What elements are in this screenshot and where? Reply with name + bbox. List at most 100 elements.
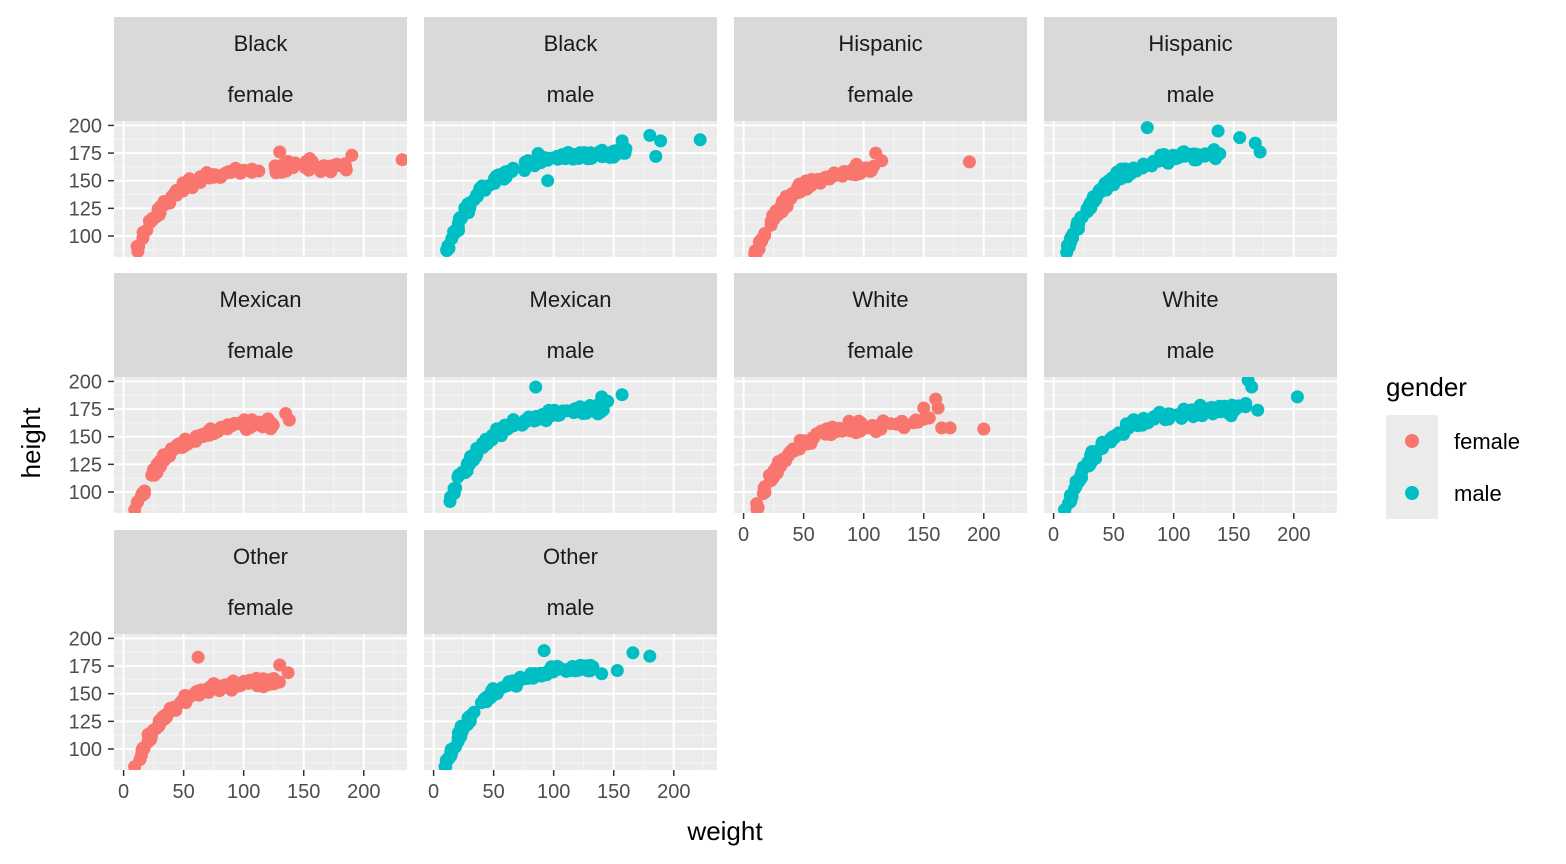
data-point — [1126, 418, 1140, 432]
data-point — [142, 214, 156, 228]
data-point — [339, 163, 353, 177]
panels-layer: Blackfemale100125150175200BlackmaleHispa… — [69, 17, 1337, 803]
points-other-male — [438, 644, 657, 770]
strip-label-race: Hispanic — [1148, 31, 1232, 56]
plot-background — [114, 634, 407, 770]
y-tick-label: 200 — [69, 115, 102, 137]
y-tick-label: 125 — [69, 454, 102, 476]
data-point — [507, 162, 520, 175]
data-point — [1290, 390, 1304, 404]
data-point — [1060, 245, 1074, 257]
data-point — [935, 421, 949, 435]
data-point — [865, 162, 879, 176]
data-point — [568, 664, 582, 678]
data-point — [1211, 124, 1225, 138]
data-point — [541, 174, 555, 188]
data-point — [303, 152, 317, 166]
x-tick-label: 0 — [118, 781, 129, 803]
y-tick-label: 175 — [69, 656, 102, 678]
data-point — [395, 153, 407, 167]
data-point — [693, 133, 707, 147]
data-point — [164, 446, 178, 460]
data-point — [1198, 405, 1212, 419]
data-point — [615, 388, 629, 402]
data-point — [516, 417, 530, 431]
data-point — [1213, 403, 1227, 417]
panel-other-female: Other female 0 50 100 150 200 100 125 150 175 200 — [69, 530, 407, 803]
legend-label-male: male — [1454, 481, 1502, 506]
x-tick-label: 50 — [793, 524, 815, 546]
x-tick-label: 200 — [347, 781, 380, 803]
legend-label-female: female — [1454, 429, 1520, 454]
x-tick-label: 150 — [597, 781, 630, 803]
strip-other-female — [114, 530, 407, 634]
data-point — [654, 134, 668, 148]
data-point — [453, 210, 467, 224]
panel-black-male: Black male — [424, 17, 717, 257]
data-point — [830, 167, 844, 181]
panel-hispanic-male: Hispanic male — [1044, 17, 1337, 257]
plot-background — [424, 634, 717, 770]
data-point — [527, 155, 541, 168]
data-point — [196, 684, 210, 698]
data-point — [549, 151, 563, 165]
y-tick-label: 100 — [69, 739, 102, 761]
y-axis-title: height — [16, 407, 46, 479]
x-tick-label: 150 — [907, 524, 940, 546]
data-point — [781, 191, 795, 205]
data-point — [1081, 203, 1095, 217]
y-tick-label: 100 — [69, 226, 102, 248]
data-point — [755, 232, 769, 246]
data-point — [153, 459, 167, 473]
data-point — [136, 231, 150, 245]
data-point — [184, 173, 198, 187]
x-tick-label: 200 — [657, 781, 690, 803]
legend-key-male — [1405, 486, 1419, 500]
panel-white-female: White female 0 50 100 150 200 — [734, 273, 1027, 546]
data-point — [1136, 161, 1150, 175]
data-point — [595, 390, 609, 404]
x-tick-label: 50 — [173, 781, 195, 803]
data-point — [537, 644, 551, 658]
points-mexican-female — [128, 407, 296, 513]
strip-label-gender: male — [547, 338, 595, 363]
x-tick-label: 50 — [483, 781, 505, 803]
data-point — [251, 676, 265, 690]
data-point — [758, 480, 772, 494]
y-tick-label: 125 — [69, 198, 102, 220]
points-other-female — [128, 650, 295, 770]
strip-black-male — [424, 17, 717, 121]
x-tick-label: 150 — [287, 781, 320, 803]
x-tick-label: 200 — [967, 524, 1000, 546]
data-point — [518, 164, 531, 177]
strip-label-race: White — [852, 287, 908, 312]
y-tick-label: 175 — [69, 399, 102, 421]
data-point — [273, 658, 287, 672]
panel-other-male: Other male 0 50 100 150 200 — [424, 530, 717, 803]
data-point — [911, 415, 925, 429]
data-point — [449, 481, 463, 495]
points-mexican-male — [443, 380, 629, 508]
data-point — [553, 408, 567, 421]
data-point — [227, 164, 240, 178]
data-point — [178, 689, 192, 702]
legend-title: gender — [1386, 372, 1467, 402]
legend-key-female — [1405, 434, 1419, 448]
data-point — [491, 425, 505, 439]
x-tick-label: 0 — [428, 781, 439, 803]
data-point — [1085, 445, 1099, 458]
strip-label-race: Hispanic — [838, 31, 922, 56]
data-point — [190, 430, 204, 444]
data-point — [1070, 215, 1084, 229]
data-point — [241, 417, 255, 431]
data-point — [474, 696, 488, 710]
data-point — [609, 148, 623, 162]
data-point — [147, 468, 161, 482]
data-point — [773, 201, 787, 215]
strip-label-race: White — [1162, 287, 1218, 312]
data-point — [153, 206, 167, 220]
data-point — [1253, 145, 1267, 159]
strip-label-race: Mexican — [220, 287, 302, 312]
data-point — [782, 448, 796, 462]
data-point — [273, 145, 287, 159]
